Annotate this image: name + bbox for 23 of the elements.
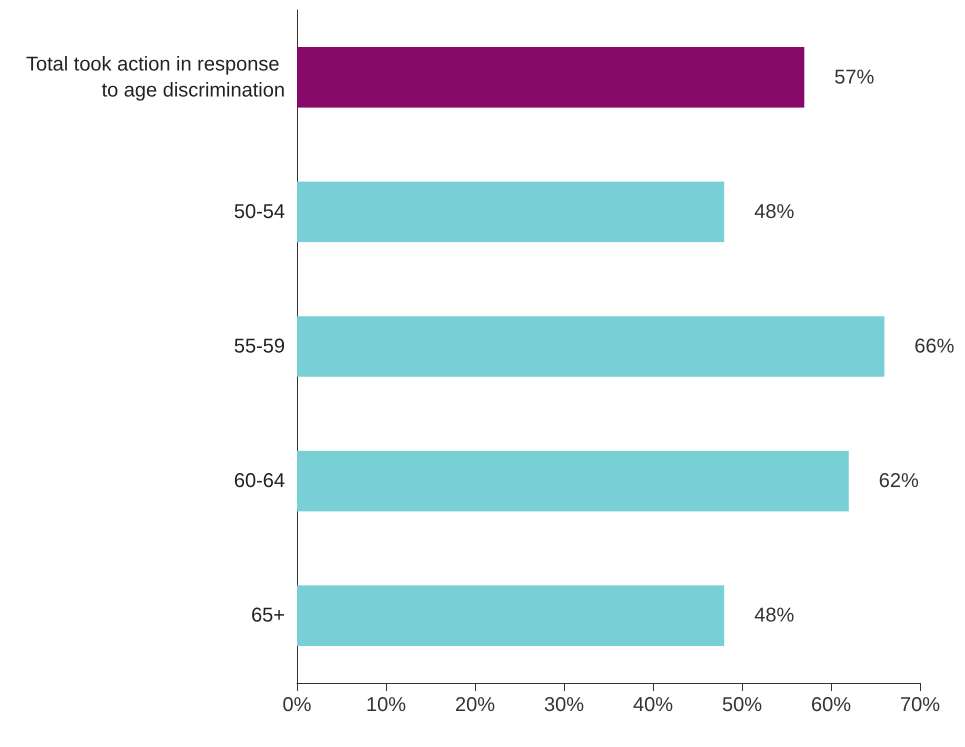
data-label: 66%: [914, 336, 955, 358]
data-label: 62%: [878, 470, 920, 492]
bar: [297, 450, 849, 512]
x-tick-label: 0%: [282, 694, 312, 716]
y-tick-label: Total took action in response to age discrimination: [26, 53, 285, 102]
bar: [297, 585, 724, 646]
bar: [297, 182, 724, 242]
y-tick-label: 65+: [251, 604, 285, 627]
x-tick-label: 50%: [722, 694, 762, 716]
x-tick-label: 40%: [632, 694, 674, 716]
bar: [297, 316, 884, 377]
x-tick-label: 70%: [900, 694, 940, 716]
data-label: 48%: [754, 200, 794, 223]
y-tick-label: 60-64: [234, 470, 285, 492]
x-tick-label: 60%: [810, 694, 852, 716]
x-tick-label: 30%: [544, 694, 584, 716]
y-tick-label: 55-59: [234, 336, 285, 358]
y-tick-label: 50-54: [234, 200, 285, 223]
bar: [297, 47, 804, 108]
x-tick-label: 10%: [366, 694, 406, 716]
data-label: 48%: [754, 604, 794, 627]
x-tick-label: 20%: [454, 694, 496, 716]
data-label: 57%: [834, 66, 875, 88]
